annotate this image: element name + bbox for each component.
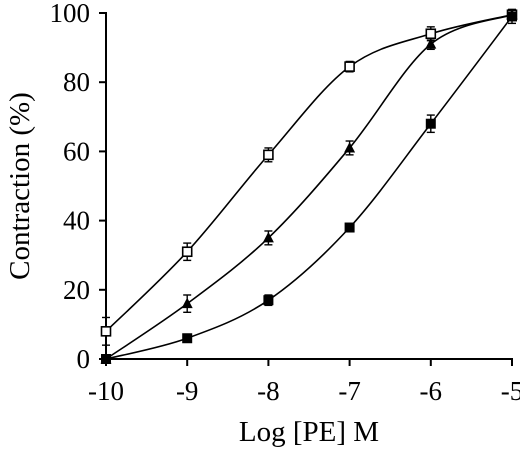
data-point-filled-square bbox=[101, 354, 111, 364]
data-point-filled-triangle bbox=[425, 38, 437, 49]
y-axis-title: Contraction (%) bbox=[4, 92, 36, 280]
data-point-filled-square bbox=[425, 118, 436, 129]
x-tick-label: -7 bbox=[338, 376, 361, 406]
data-point-filled-triangle bbox=[181, 297, 193, 309]
x-tick-label: -9 bbox=[176, 376, 199, 406]
series-markers bbox=[100, 8, 518, 364]
x-tick-label: -6 bbox=[420, 376, 443, 406]
data-point-filled-triangle bbox=[344, 141, 356, 153]
data-point-open-square bbox=[263, 149, 274, 161]
series-1-curve bbox=[105, 13, 513, 332]
data-point-open-square bbox=[344, 61, 355, 72]
data-point-filled-square bbox=[507, 11, 517, 22]
y-tick-label: 40 bbox=[63, 206, 90, 236]
data-point-filled-triangle bbox=[262, 231, 274, 243]
error-bars bbox=[102, 8, 516, 346]
y-tick-label: 100 bbox=[50, 0, 91, 28]
series-2-curve bbox=[105, 13, 513, 360]
y-tick-label: 60 bbox=[63, 136, 90, 166]
series-curves bbox=[105, 13, 513, 360]
x-tick-label: -8 bbox=[257, 376, 280, 406]
data-point-open-square bbox=[181, 246, 193, 258]
y-tick-label: 20 bbox=[63, 275, 90, 305]
x-tick-label: -5 bbox=[501, 376, 520, 406]
data-point-filled-square bbox=[182, 333, 193, 344]
y-tick-label: 0 bbox=[77, 344, 91, 374]
x-axis-title: Log [PE] M bbox=[239, 416, 379, 448]
data-point-filled-square bbox=[344, 222, 355, 233]
data-point-open-square bbox=[425, 28, 437, 40]
y-tick-label: 80 bbox=[63, 67, 90, 97]
data-point-open-square bbox=[100, 326, 112, 337]
series-3-curve bbox=[105, 15, 513, 360]
data-point-filled-square bbox=[263, 295, 274, 306]
axes bbox=[99, 12, 513, 366]
x-tick-label: -10 bbox=[88, 376, 124, 406]
tick-labels: 0 20 40 60 80 100 -10 -9 -8 -7 -6 -5 bbox=[50, 0, 520, 406]
